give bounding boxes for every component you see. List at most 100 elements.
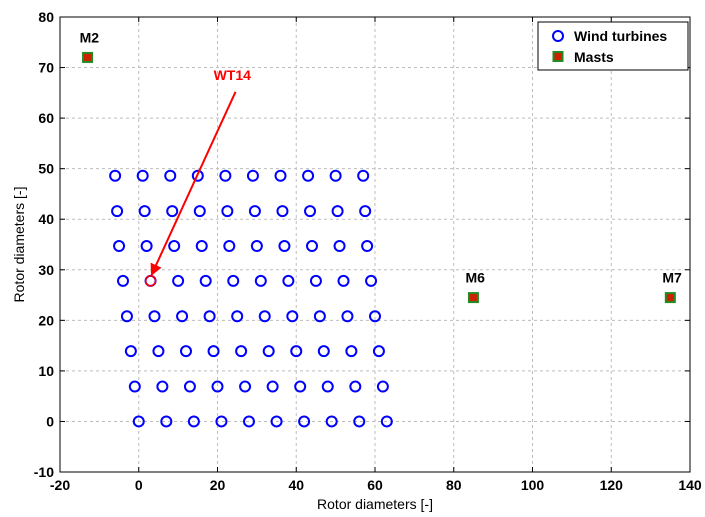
wind-turbine-marker	[140, 240, 153, 253]
y-tick-label: 40	[38, 211, 54, 227]
wind-turbine-marker	[164, 169, 177, 182]
wind-turbine-marker	[325, 415, 338, 428]
annotation-arrow	[150, 91, 237, 276]
wind-turbine-marker	[221, 205, 234, 218]
mast-label: M2	[80, 29, 100, 45]
wind-turbine-marker	[276, 205, 289, 218]
wind-turbine-marker	[203, 310, 216, 323]
wind-turbine-marker	[282, 274, 295, 287]
wind-turbine-marker	[219, 169, 232, 182]
axis-ticks: -20 0 20 40 60 80 100 120 140 -10 0 10 20 30 40 50 60 70 8…	[34, 9, 702, 493]
wind-turbine-marker	[313, 310, 326, 323]
x-tick-label: 20	[210, 477, 226, 493]
highlighted-turbine-marker	[144, 275, 157, 287]
wind-turbine-marker	[132, 415, 145, 428]
wind-turbine-marker	[317, 345, 330, 358]
wind-turbine-marker	[376, 380, 389, 393]
wind-turbine-marker	[372, 345, 385, 358]
grid-lines	[60, 17, 690, 472]
annotation-label: WT14	[214, 67, 252, 83]
legend-turbine-marker-icon	[552, 30, 564, 42]
wind-turbine-marker	[117, 274, 129, 287]
wind-turbine-marker	[113, 240, 126, 253]
wind-turbine-marker	[176, 310, 189, 323]
x-tick-label: 80	[446, 477, 462, 493]
legend-mast-marker-icon	[552, 51, 564, 62]
wind-turbine-marker	[168, 240, 181, 253]
mast-marker	[467, 292, 479, 304]
wind-turbine-marker	[199, 274, 212, 287]
wind-turbine-marker	[124, 345, 137, 358]
wind-turbine-marker	[270, 415, 283, 428]
wind-turbine-marker	[211, 380, 224, 393]
wind-turbine-marker	[111, 205, 124, 218]
wind-turbine-marker	[138, 205, 151, 218]
wind-turbine-marker	[152, 345, 165, 358]
x-axis-title: Rotor diameters [-]	[317, 496, 433, 512]
x-tick-label: 60	[367, 477, 383, 493]
wind-turbine-marker	[191, 169, 204, 182]
wind-turbine-marker	[304, 205, 317, 218]
x-tick-label: 120	[600, 477, 624, 493]
wind-turbine-marker	[156, 380, 169, 393]
y-tick-label: -10	[34, 464, 54, 480]
wind-turbine-marker	[227, 274, 240, 287]
legend-turbine-label: Wind turbines	[574, 28, 667, 44]
y-tick-label: 70	[38, 60, 54, 76]
y-tick-label: 20	[38, 312, 54, 328]
wind-turbine-marker	[148, 310, 161, 323]
legend-mast-label: Masts	[574, 49, 614, 65]
wind-turbine-marker	[302, 169, 315, 182]
wind-turbine-marker	[136, 169, 149, 182]
wind-turbine-marker	[128, 380, 141, 393]
wind-turbine-marker	[180, 345, 192, 358]
wind-turbine-marker	[239, 380, 252, 393]
wind-turbine-marker	[357, 169, 370, 182]
wind-turbine-marker	[120, 310, 133, 323]
wind-turbine-marker	[321, 380, 334, 393]
x-tick-label: 0	[135, 477, 143, 493]
y-tick-label: 10	[38, 363, 54, 379]
x-tick-label: 140	[678, 477, 702, 493]
x-tick-label: 100	[521, 477, 545, 493]
legend: Wind turbines Masts	[537, 21, 689, 71]
wind-turbine-marker	[248, 205, 261, 218]
wind-turbine-marker	[187, 415, 200, 428]
wind-turbine-marker	[183, 380, 196, 393]
wind-turbine-marker	[172, 274, 185, 287]
wind-turbine-marker	[329, 169, 342, 182]
wind-turbine-marker	[290, 345, 303, 358]
wind-turbine-marker	[274, 169, 287, 182]
y-tick-label: 60	[38, 110, 54, 126]
wind-turbine-marker	[250, 240, 263, 253]
mast-marker	[664, 292, 676, 304]
wind-turbine-marker	[235, 345, 248, 358]
wind-turbine-marker	[309, 274, 322, 287]
wind-turbine-marker	[231, 310, 244, 323]
y-tick-label: 30	[38, 262, 54, 278]
annotations: WT14	[144, 67, 252, 287]
wind-turbine-marker	[207, 345, 220, 358]
wind-turbine-marker	[298, 415, 311, 428]
x-tick-label: 40	[288, 477, 304, 493]
wind-turbine-marker	[359, 205, 372, 218]
y-tick-label: 80	[38, 9, 54, 25]
mast-series: M2 M6 M7	[80, 29, 682, 304]
wind-turbine-marker	[166, 205, 179, 218]
wind-turbine-marker	[369, 310, 381, 323]
wind-turbine-marker	[246, 169, 259, 182]
y-axis-title: Rotor diameters [-]	[11, 187, 27, 303]
wind-turbine-marker	[331, 205, 344, 218]
wind-turbine-marker	[278, 240, 291, 253]
wind-turbine-series	[109, 169, 393, 428]
wind-turbine-marker	[341, 310, 354, 323]
wind-turbine-marker	[353, 415, 366, 428]
wind-turbine-marker	[333, 240, 346, 253]
mast-marker	[82, 51, 94, 63]
wind-turbine-marker	[254, 274, 267, 287]
wind-turbine-marker	[193, 205, 206, 218]
wind-turbine-marker	[345, 345, 358, 358]
wind-turbine-marker	[361, 240, 374, 253]
y-tick-label: 0	[46, 413, 54, 429]
